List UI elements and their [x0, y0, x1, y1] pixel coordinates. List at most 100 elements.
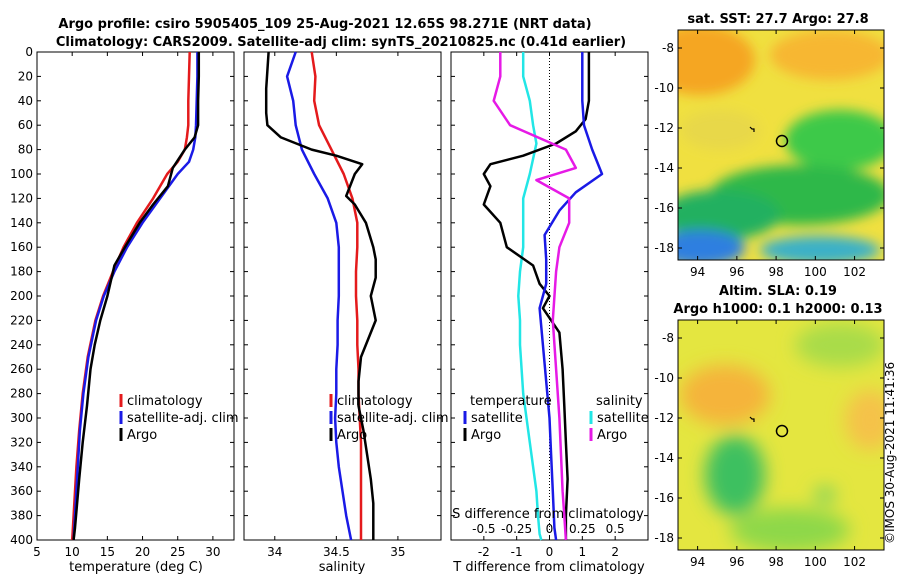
sla-mid-patch [730, 508, 850, 550]
x-tick-label: 20 [135, 545, 150, 559]
sst-mid-patch [680, 110, 760, 150]
depth-tick-label: 140 [10, 216, 33, 230]
map-lon-tick-label: 98 [768, 555, 783, 569]
argo-position-marker [775, 134, 789, 148]
x-tick-label: 34.5 [323, 545, 350, 559]
s-diff-tick-label: -0.5 [472, 522, 495, 536]
sst-cool-patch [678, 190, 780, 240]
x-tick-label: 5 [33, 545, 41, 559]
temperature-legend: climatology satellite-adj. clim Argo [119, 394, 239, 443]
s-difference-axis-label: S difference from climatology [452, 507, 644, 522]
map-lon-tick-label: 102 [843, 555, 866, 569]
x-tick-label: 35 [390, 545, 405, 559]
series-satellite-adj-clim [285, 51, 353, 541]
sla-high-patch [680, 365, 770, 425]
temperature-profile-panel: 0 20 40 60 80 100 120 140 160 180 200 220 240 260 280 3… [10, 45, 235, 559]
map-lon-tick-label: 94 [690, 265, 705, 279]
sla-map-frame [677, 319, 885, 551]
sla-mid-patch [795, 323, 884, 367]
sst-map-frame [677, 29, 885, 261]
x-tick-label: -2 [478, 545, 490, 559]
series-climatology [310, 51, 363, 540]
sst-warm-patch [770, 30, 884, 80]
depth-tick-label: 380 [10, 509, 33, 523]
depth-tick-label: 360 [10, 484, 33, 498]
depth-tick-label: 200 [10, 289, 33, 303]
sst-cool-patch [785, 110, 884, 170]
map-lon-tick-label: 102 [843, 265, 866, 279]
legend-climatology-label: climatology [337, 394, 413, 409]
salinity-profile-panel: 34 34.5 35 [243, 51, 442, 559]
sst-cold-patch [760, 236, 880, 260]
sla-field [678, 320, 884, 550]
salinity-x-axis-label: salinity [319, 560, 366, 575]
depth-tick-label: 0 [25, 45, 33, 59]
x-tick-label: 10 [65, 545, 80, 559]
legend-temp-argo-label: Argo [471, 428, 501, 443]
figure-title-line2: Climatology: CARS2009. Satellite-adj cli… [56, 35, 626, 50]
map-lat-tick-label: -12 [654, 121, 674, 135]
legend-satellite-label: satellite-adj. clim [337, 411, 449, 426]
x-tick-label: 15 [100, 545, 115, 559]
legend-climatology-label: climatology [127, 394, 203, 409]
float-track [749, 416, 755, 422]
depth-tick-label: 60 [18, 118, 33, 132]
map-lat-tick-label: -14 [654, 161, 674, 175]
depth-tick-label: 180 [10, 265, 33, 279]
legend-sal-satellite-label: satellite [597, 411, 649, 426]
map-lat-tick-label: -10 [654, 81, 674, 95]
map-lon-tick-label: 100 [804, 265, 827, 279]
s-diff-tick-label: -0.25 [501, 522, 532, 536]
depth-tick-label: 260 [10, 362, 33, 376]
sst-map-title: sat. SST: 27.7 Argo: 27.8 [687, 12, 868, 27]
legend-salinity-heading: salinity [596, 394, 643, 409]
sst-map-panel: sat. SST: 27.7 Argo: 27.8 94 96 98 100 102 -8… [654, 12, 885, 279]
temperature-plot-frame [36, 51, 235, 541]
legend-temperature-heading: temperature [470, 394, 552, 409]
depth-tick-label: 160 [10, 240, 33, 254]
sla-map-title-line2: Argo h1000: 0.1 h2000: 0.13 [673, 302, 882, 317]
depth-tick-label: 320 [10, 435, 33, 449]
argo-position-marker [775, 424, 789, 438]
series-satellite-adj-clim [72, 52, 199, 541]
map-lat-tick-label: -10 [654, 371, 674, 385]
map-lon-tick-label: 94 [690, 555, 705, 569]
depth-tick-label: 300 [10, 411, 33, 425]
figure-title-line1: Argo profile: csiro 5905405_109 25-Aug-2… [58, 17, 591, 32]
x-tick-label: 1 [579, 545, 587, 559]
salinity-plot-frame [243, 51, 442, 541]
x-tick-label: 34 [267, 545, 282, 559]
map-lat-tick-label: -8 [662, 331, 674, 345]
sla-low-patch [815, 487, 835, 503]
map-lat-tick-label: -12 [654, 411, 674, 425]
map-lon-tick-label: 96 [729, 555, 744, 569]
s-diff-tick-label: 0.5 [606, 522, 625, 536]
map-lon-tick-label: 98 [768, 265, 783, 279]
series-climatology [70, 51, 191, 541]
salinity-legend: climatology satellite-adj. clim Argo [329, 394, 449, 443]
series-salinity-argo [492, 52, 578, 541]
map-lat-tick-label: -8 [662, 41, 674, 55]
series-argo [264, 51, 377, 540]
legend-argo-label: Argo [337, 428, 367, 443]
legend-sal-argo-label: Argo [597, 428, 627, 443]
legend-satellite-label: satellite-adj. clim [127, 411, 239, 426]
depth-tick-label: 120 [10, 191, 33, 205]
sst-warm-patch [678, 30, 755, 95]
s-diff-tick-label: 0.25 [569, 522, 596, 536]
series-temperature-argo [482, 52, 591, 540]
sla-map-title-line1: Altim. SLA: 0.19 [719, 284, 837, 299]
depth-tick-label: 100 [10, 167, 33, 181]
depth-tick-label: 240 [10, 338, 33, 352]
sla-map-panel: Altim. SLA: 0.19 Argo h1000: 0.1 h2000: … [654, 284, 885, 569]
sst-field [678, 30, 884, 260]
map-lat-tick-label: -18 [654, 241, 674, 255]
sla-high-patch [845, 390, 884, 450]
x-tick-label: 0 [546, 545, 554, 559]
difference-legend: temperature satellite Argo salinity sate… [452, 394, 649, 522]
depth-tick-label: 220 [10, 313, 33, 327]
series-salinity-satellite [538, 52, 604, 541]
x-tick-label: 25 [170, 545, 185, 559]
